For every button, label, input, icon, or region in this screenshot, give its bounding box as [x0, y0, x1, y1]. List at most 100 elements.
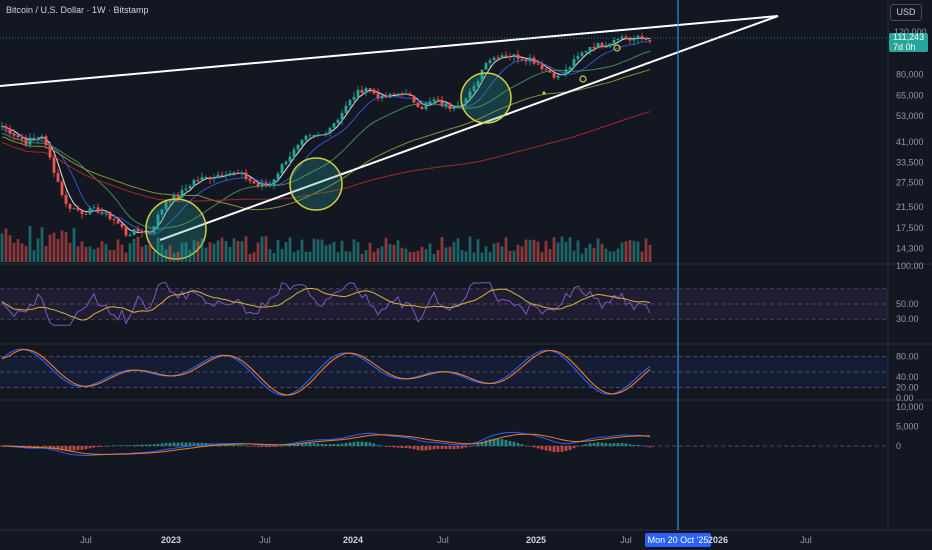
volume-bar: [88, 246, 92, 262]
macd-histogram-bar: [500, 439, 504, 446]
volume-bar: [16, 239, 20, 262]
volume-bar: [300, 239, 304, 262]
volume-bar: [404, 248, 408, 262]
candle-body: [148, 231, 152, 234]
macd-histogram-bar: [268, 446, 272, 448]
macd-histogram-bar: [160, 443, 164, 446]
volume-bar: [440, 236, 444, 262]
marker-dot: [542, 91, 546, 95]
candle-body: [88, 208, 92, 215]
candle: [332, 122, 336, 128]
candle: [480, 69, 484, 84]
macd-histogram-bar: [32, 446, 36, 448]
candle: [92, 204, 96, 210]
candle: [252, 179, 256, 184]
candle: [48, 141, 52, 161]
volume-bar: [496, 242, 500, 262]
candle: [156, 211, 160, 231]
macd-histogram-bar: [536, 446, 540, 449]
macd-histogram-bar: [180, 442, 184, 446]
volume-bar: [292, 252, 296, 262]
candle: [192, 178, 196, 187]
candle-body: [264, 183, 268, 186]
volume-bar: [12, 242, 16, 262]
stoch-k-line: [1, 348, 651, 396]
macd-histogram-bar: [388, 446, 392, 448]
volume-bar: [392, 244, 396, 262]
candle: [336, 118, 340, 126]
macd-histogram-bar: [568, 446, 572, 450]
candle-body: [68, 203, 72, 209]
rsi-pane: [0, 282, 888, 326]
macd-histogram-bar: [596, 442, 600, 446]
candle: [212, 174, 216, 184]
candle-body: [340, 113, 344, 120]
candle: [640, 32, 644, 42]
macd-histogram-bar: [132, 445, 136, 446]
macd-histogram-bar: [504, 439, 508, 446]
candle: [388, 92, 392, 99]
macd-histogram-bar: [492, 438, 496, 446]
candle: [568, 65, 572, 71]
candle-body: [364, 88, 368, 94]
macd-histogram-bar: [272, 446, 276, 447]
macd-histogram-bar: [336, 443, 340, 446]
volume-bar: [568, 237, 572, 262]
candle-body: [388, 93, 392, 98]
candle-body: [376, 93, 380, 99]
candle: [172, 192, 176, 203]
candle: [152, 226, 156, 234]
volume-bar: [244, 236, 248, 262]
candle-body: [28, 137, 32, 145]
ma-olive-line: [1, 69, 651, 211]
candle-body: [288, 156, 292, 162]
macd-histogram-bar: [488, 439, 492, 446]
candle: [160, 209, 164, 218]
small-marker: [579, 75, 587, 83]
macd-histogram-bar: [628, 444, 632, 446]
candle-body: [416, 102, 420, 108]
macd-histogram-bar: [56, 446, 60, 450]
macd-histogram-bar: [360, 441, 364, 446]
candle-body: [508, 56, 512, 58]
candle-body: [224, 174, 228, 176]
macd-histogram-bar: [520, 444, 524, 446]
volume-bar: [228, 246, 232, 262]
volume-bar: [648, 244, 652, 262]
candle-body: [452, 107, 456, 110]
volume-bar: [320, 239, 324, 262]
volume-bar: [388, 244, 392, 262]
volume-bar: [352, 239, 356, 262]
candle: [68, 203, 72, 213]
candle-body: [92, 207, 96, 209]
macd-histogram-bar: [632, 444, 636, 446]
volume-bar: [168, 245, 172, 262]
candle: [436, 95, 440, 102]
macd-histogram-bar: [108, 445, 112, 447]
volume-bar: [336, 252, 340, 262]
macd-histogram-bar: [440, 446, 444, 450]
volume-bar: [384, 237, 388, 262]
candle: [500, 52, 504, 59]
macd-histogram-bar: [292, 444, 296, 446]
candle-body: [52, 157, 56, 173]
candle: [572, 54, 576, 69]
price-tick-label: 14,300: [896, 243, 924, 253]
macd-histogram-bar: [396, 446, 400, 448]
candle: [244, 168, 248, 182]
candle-body: [344, 105, 348, 114]
currency-button[interactable]: USD: [890, 4, 922, 21]
volume-bar: [304, 251, 308, 262]
macd-histogram-bar: [228, 444, 232, 446]
macd-histogram-bar: [248, 446, 252, 447]
volume-bar: [524, 239, 528, 262]
macd-histogram-bar: [324, 444, 328, 446]
macd-histogram-bar: [612, 443, 616, 446]
candle-body: [176, 194, 180, 198]
candle: [552, 70, 556, 80]
stoch-tick-label: 20.00: [896, 383, 919, 393]
candle-body: [456, 105, 460, 108]
macd-histogram-bar: [452, 446, 456, 450]
candle-body: [200, 177, 204, 181]
